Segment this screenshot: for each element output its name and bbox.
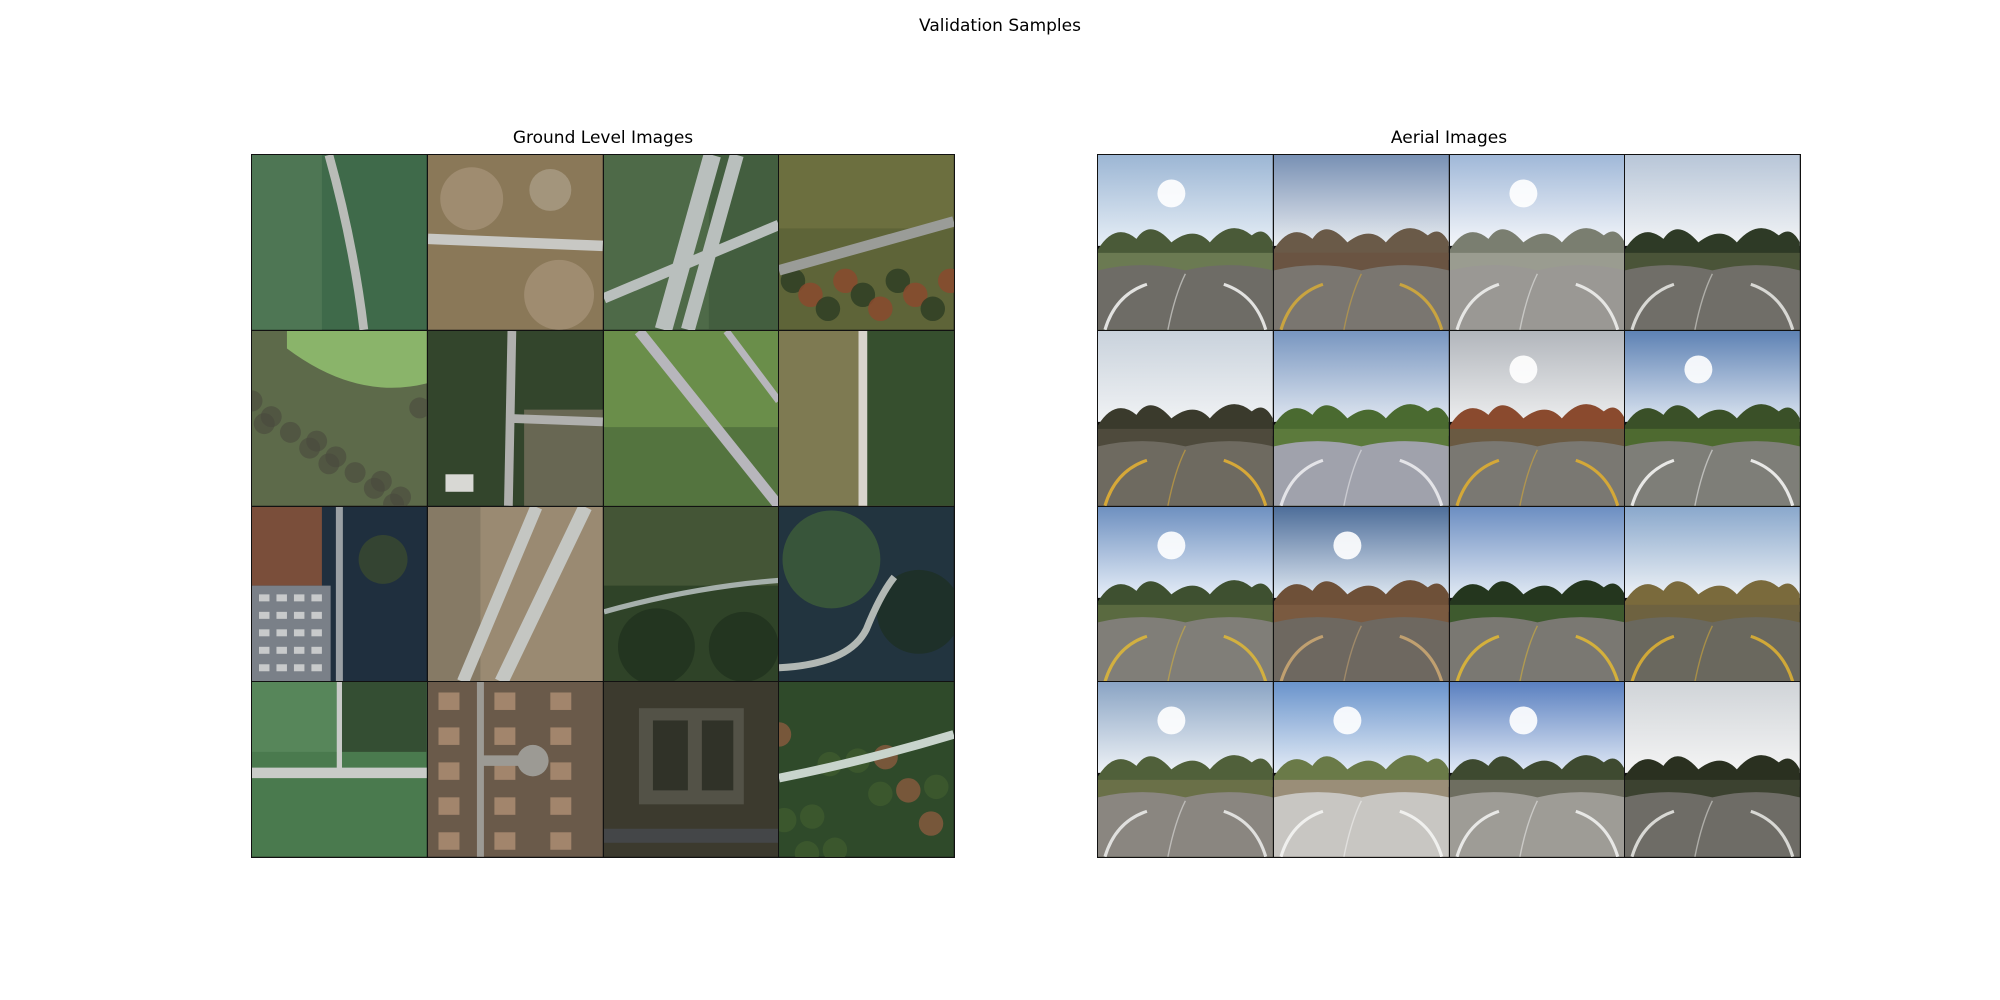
panorama-image-tile-5	[1098, 330, 1273, 506]
satellite-image-tile-10	[427, 506, 603, 682]
satellite-image-tile-14	[427, 682, 603, 857]
panorama-image-tile-2	[1273, 155, 1449, 330]
satellite-image-tile-5	[252, 330, 427, 506]
panel-title-aerial: Aerial Images	[1390, 128, 1508, 148]
panorama-image-tile-12	[1625, 506, 1800, 682]
panorama-image-tile-8	[1625, 330, 1800, 506]
satellite-image-tile-15	[603, 682, 779, 857]
panorama-image-tile-6	[1273, 330, 1449, 506]
panorama-image-tile-11	[1449, 506, 1625, 682]
satellite-image-tile-12	[779, 506, 954, 682]
panorama-image-tile-14	[1273, 682, 1449, 857]
panorama-image-tile-13	[1098, 682, 1273, 857]
panorama-image-tile-3	[1449, 155, 1625, 330]
satellite-image-tile-9	[252, 506, 427, 682]
ground-level-image-grid	[251, 154, 955, 858]
satellite-image-tile-4	[779, 155, 954, 330]
panorama-image-tile-4	[1625, 155, 1800, 330]
satellite-image-tile-2	[427, 155, 603, 330]
panorama-image-tile-1	[1098, 155, 1273, 330]
panorama-image-tile-16	[1625, 682, 1800, 857]
satellite-image-tile-16	[779, 682, 954, 857]
satellite-image-tile-8	[779, 330, 954, 506]
satellite-image-tile-13	[252, 682, 427, 857]
aerial-image-grid	[1097, 154, 1801, 858]
panorama-image-tile-7	[1449, 330, 1625, 506]
satellite-image-tile-6	[427, 330, 603, 506]
panorama-image-tile-10	[1273, 506, 1449, 682]
satellite-image-tile-7	[603, 330, 779, 506]
panel-title-ground-level: Ground Level Images	[512, 128, 694, 148]
satellite-image-tile-3	[603, 155, 779, 330]
figure-title: Validation Samples	[919, 16, 1081, 36]
panorama-image-tile-15	[1449, 682, 1625, 857]
panorama-image-tile-9	[1098, 506, 1273, 682]
satellite-image-tile-11	[603, 506, 779, 682]
satellite-image-tile-1	[252, 155, 427, 330]
